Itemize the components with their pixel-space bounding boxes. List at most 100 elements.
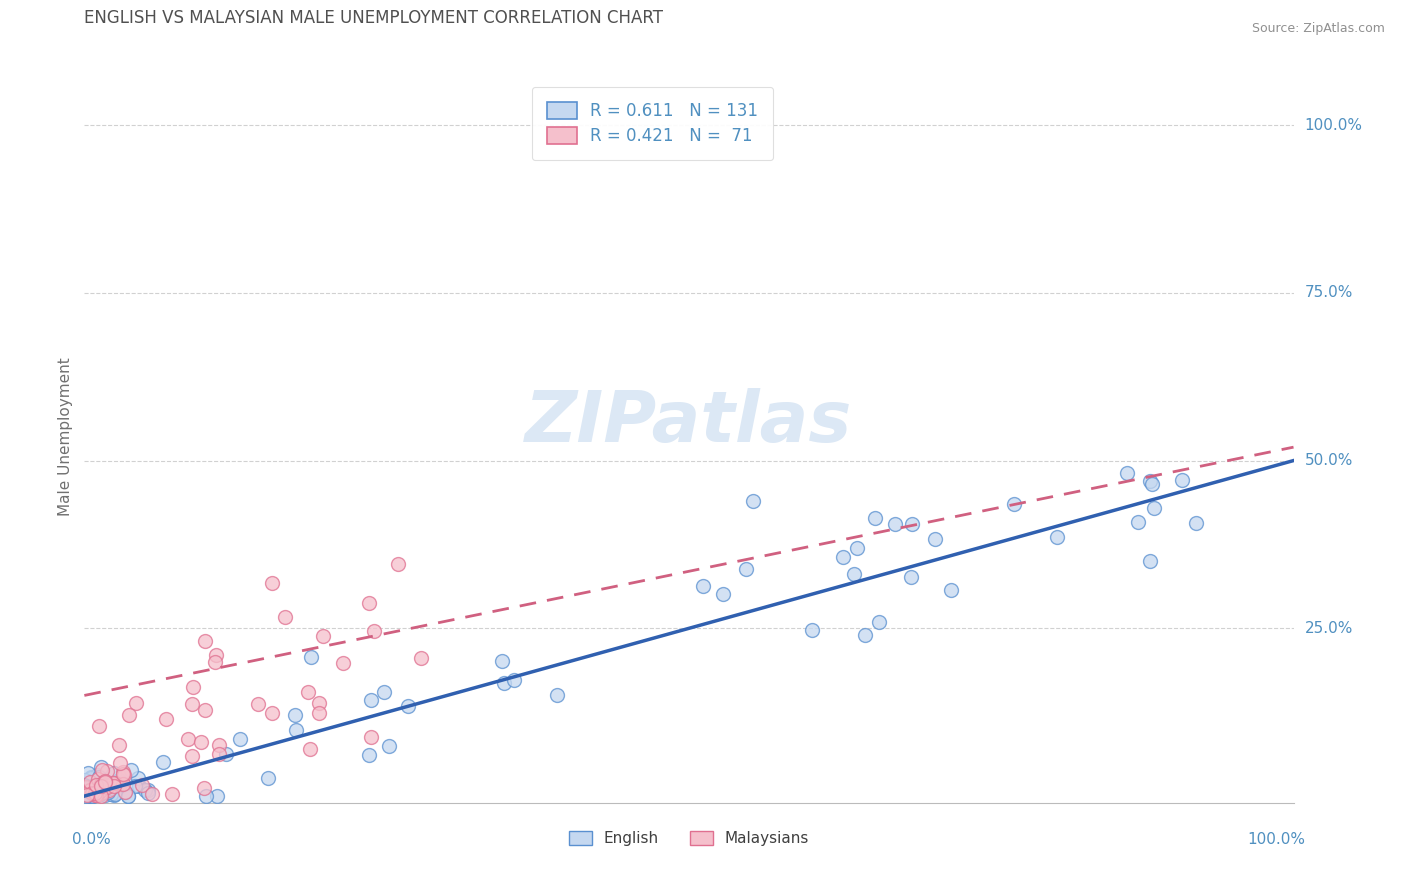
- Point: [82, 789, 104, 803]
- Point: [76, 784, 98, 798]
- Point: [100, 783, 122, 797]
- Point: [79, 775, 101, 789]
- Point: [114, 785, 136, 799]
- Point: [924, 533, 946, 547]
- Point: [82, 786, 104, 800]
- Point: [103, 779, 125, 793]
- Point: [75, 780, 97, 795]
- Point: [193, 781, 215, 796]
- Text: 25.0%: 25.0%: [1305, 621, 1353, 636]
- Point: [108, 738, 131, 752]
- Point: [79, 778, 101, 792]
- Point: [285, 723, 308, 738]
- Point: [86, 768, 108, 782]
- Point: [359, 596, 381, 610]
- Point: [80, 788, 103, 802]
- Point: [1140, 477, 1163, 491]
- Point: [86, 788, 108, 802]
- Point: [941, 582, 963, 597]
- Point: [204, 655, 226, 669]
- Point: [104, 787, 127, 801]
- Point: [360, 730, 382, 744]
- Point: [260, 706, 283, 721]
- Point: [86, 775, 108, 789]
- Point: [101, 786, 124, 800]
- Point: [90, 772, 112, 787]
- Point: [299, 649, 322, 664]
- Point: [260, 575, 283, 590]
- Point: [84, 789, 107, 803]
- Point: [94, 774, 117, 789]
- Legend: English, Malaysians: English, Malaysians: [561, 823, 817, 854]
- Point: [194, 634, 217, 648]
- Point: [75, 788, 97, 802]
- Point: [77, 766, 100, 780]
- Point: [96, 780, 118, 795]
- Point: [160, 787, 183, 801]
- Point: [112, 777, 135, 791]
- Point: [124, 696, 146, 710]
- Point: [83, 787, 105, 801]
- Point: [82, 786, 104, 800]
- Point: [105, 783, 128, 797]
- Point: [77, 788, 100, 802]
- Point: [124, 780, 146, 794]
- Point: [205, 648, 228, 662]
- Point: [82, 783, 104, 797]
- Point: [308, 696, 330, 710]
- Point: [76, 776, 98, 790]
- Point: [110, 756, 132, 771]
- Point: [75, 789, 97, 803]
- Point: [108, 773, 131, 788]
- Text: ZIPatlas: ZIPatlas: [526, 388, 852, 457]
- Point: [96, 777, 118, 791]
- Point: [176, 732, 198, 747]
- Point: [118, 708, 141, 723]
- Point: [90, 782, 112, 797]
- Point: [742, 494, 765, 508]
- Point: [190, 735, 212, 749]
- Point: [73, 783, 96, 797]
- Point: [82, 787, 104, 801]
- Point: [1139, 554, 1161, 568]
- Point: [79, 770, 101, 784]
- Point: [76, 787, 98, 801]
- Point: [84, 788, 107, 802]
- Point: [96, 779, 118, 793]
- Point: [75, 786, 97, 800]
- Point: [546, 688, 568, 702]
- Point: [734, 562, 756, 576]
- Point: [884, 517, 907, 532]
- Point: [82, 789, 104, 803]
- Point: [77, 780, 100, 794]
- Point: [86, 788, 108, 802]
- Point: [87, 770, 110, 784]
- Point: [79, 782, 101, 797]
- Point: [842, 566, 865, 581]
- Point: [387, 557, 409, 571]
- Point: [208, 747, 231, 762]
- Point: [284, 708, 307, 723]
- Point: [101, 775, 124, 789]
- Point: [77, 783, 100, 797]
- Point: [83, 783, 105, 797]
- Point: [180, 697, 202, 711]
- Point: [208, 739, 231, 753]
- Point: [105, 784, 128, 798]
- Text: Source: ZipAtlas.com: Source: ZipAtlas.com: [1251, 22, 1385, 36]
- Point: [114, 785, 136, 799]
- Point: [503, 673, 526, 687]
- Point: [491, 654, 513, 668]
- Point: [801, 623, 824, 637]
- Point: [141, 787, 163, 801]
- Point: [103, 766, 125, 780]
- Point: [79, 787, 101, 801]
- Point: [332, 656, 354, 670]
- Point: [97, 780, 120, 795]
- Point: [89, 778, 111, 792]
- Point: [247, 698, 270, 712]
- Point: [117, 789, 139, 803]
- Point: [75, 780, 97, 794]
- Point: [90, 778, 112, 792]
- Point: [112, 766, 135, 780]
